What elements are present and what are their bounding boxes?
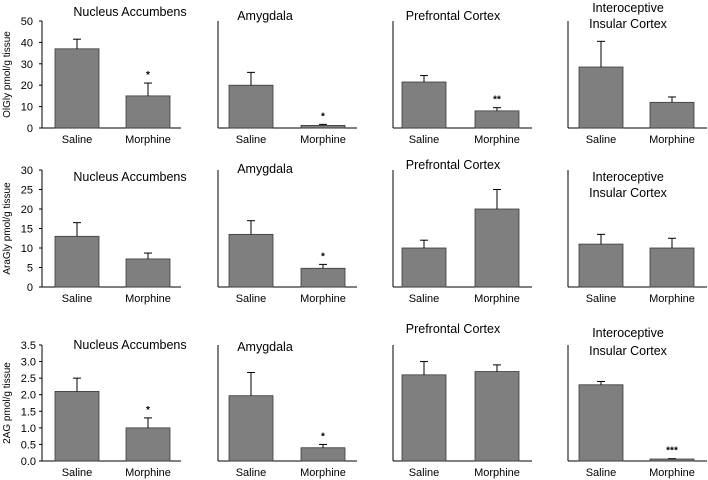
bar-morphine xyxy=(125,427,171,462)
bar-morphine xyxy=(649,247,695,288)
bar-saline xyxy=(578,66,624,129)
y-tick-label: 40 xyxy=(21,37,33,49)
x-tick-label: Morphine xyxy=(125,293,171,305)
x-tick-label: Morphine xyxy=(474,134,520,146)
bar-saline xyxy=(401,81,447,129)
significance-marker: * xyxy=(321,111,325,122)
x-tick-label: Saline xyxy=(586,134,617,146)
significance-marker: * xyxy=(146,70,150,81)
y-tick-label: 0 xyxy=(27,123,33,135)
panel-title: Insular Cortex xyxy=(589,344,668,358)
y-tick-label: 3.5 xyxy=(21,340,36,352)
significance-marker: ** xyxy=(493,95,501,106)
panel-title: Amygdala xyxy=(237,9,293,23)
panel-title: Interoceptive xyxy=(592,1,664,15)
y-tick-label: 5 xyxy=(27,263,33,275)
bar-morphine xyxy=(300,447,346,462)
bar-saline xyxy=(401,374,447,462)
x-tick-label: Morphine xyxy=(649,134,695,146)
y-tick-label: 1.5 xyxy=(21,406,36,418)
bar-saline xyxy=(401,247,447,288)
bar-saline xyxy=(578,243,624,288)
bar-saline xyxy=(54,235,100,288)
bar-morphine xyxy=(649,101,695,129)
x-tick-label: Saline xyxy=(62,134,93,146)
panel-title: Amygdala xyxy=(237,340,293,354)
bar-saline xyxy=(228,395,274,462)
y-tick-label: 30 xyxy=(21,165,33,177)
x-tick-label: Morphine xyxy=(125,134,171,146)
y-tick-label: 30 xyxy=(21,59,33,71)
panel-title: Prefrontal Cortex xyxy=(406,158,501,172)
y-tick-label: 2.0 xyxy=(21,390,36,402)
x-tick-label: Morphine xyxy=(300,467,346,479)
x-tick-label: Saline xyxy=(236,293,267,305)
bar-saline xyxy=(54,48,100,129)
panel-title: Insular Cortex xyxy=(589,17,668,31)
panel-title: Prefrontal Cortex xyxy=(406,9,501,23)
y-tick-label: 25 xyxy=(21,185,33,197)
bar-morphine xyxy=(474,208,520,288)
x-tick-label: Morphine xyxy=(474,467,520,479)
bar-saline xyxy=(228,233,274,288)
panel-title: Nucleus Accumbens xyxy=(73,170,186,184)
x-tick-label: Morphine xyxy=(125,467,171,479)
x-tick-label: Morphine xyxy=(649,293,695,305)
y-axis-label: AraGly pmol/g tissue xyxy=(2,182,13,275)
panel-title: Nucleus Accumbens xyxy=(73,5,186,19)
x-tick-label: Morphine xyxy=(300,293,346,305)
x-tick-label: Saline xyxy=(409,293,440,305)
x-tick-label: Saline xyxy=(236,467,267,479)
panel-title: Amygdala xyxy=(237,162,293,176)
y-tick-label: 1.0 xyxy=(21,423,36,435)
bar-morphine xyxy=(125,258,171,288)
y-axis-label: OlGly pmol/g tissue xyxy=(2,31,13,118)
x-tick-label: Saline xyxy=(586,293,617,305)
x-tick-label: Saline xyxy=(586,467,617,479)
bar-morphine xyxy=(300,267,346,288)
x-tick-label: Morphine xyxy=(300,134,346,146)
significance-marker: * xyxy=(146,405,150,416)
panel-title: Prefrontal Cortex xyxy=(406,322,501,336)
y-tick-label: 10 xyxy=(21,102,33,114)
y-tick-label: 3.0 xyxy=(21,357,36,369)
y-tick-label: 2.5 xyxy=(21,373,36,385)
bar-morphine xyxy=(474,371,520,462)
panel-title: Insular Cortex xyxy=(589,186,668,200)
y-tick-label: 15 xyxy=(21,224,33,236)
y-tick-label: 0.0 xyxy=(21,456,36,468)
y-tick-label: 0.5 xyxy=(21,439,36,451)
x-tick-label: Morphine xyxy=(649,467,695,479)
x-tick-label: Saline xyxy=(236,134,267,146)
y-tick-label: 10 xyxy=(21,243,33,255)
bar-saline xyxy=(578,384,624,462)
y-axis-label: 2AG pmol/g tissue xyxy=(2,362,13,444)
y-tick-label: 0 xyxy=(27,282,33,294)
bar-morphine xyxy=(649,458,695,462)
bar-saline xyxy=(54,390,100,462)
significance-marker: * xyxy=(321,431,325,442)
panel-title: Interoceptive xyxy=(592,326,664,340)
x-tick-label: Saline xyxy=(62,467,93,479)
significance-marker: * xyxy=(321,251,325,262)
bar-saline xyxy=(228,84,274,129)
significance-marker: *** xyxy=(666,446,678,457)
x-tick-label: Saline xyxy=(62,293,93,305)
x-tick-label: Saline xyxy=(409,467,440,479)
y-tick-label: 50 xyxy=(21,16,33,28)
x-tick-label: Morphine xyxy=(474,293,520,305)
panel-title: Interoceptive xyxy=(592,170,664,184)
y-tick-label: 20 xyxy=(21,80,33,92)
panel-title: Nucleus Accumbens xyxy=(73,338,186,352)
y-tick-label: 20 xyxy=(21,204,33,216)
bar-morphine xyxy=(474,110,520,129)
bar-morphine xyxy=(125,95,171,129)
x-tick-label: Saline xyxy=(409,134,440,146)
bar-morphine xyxy=(300,125,346,129)
